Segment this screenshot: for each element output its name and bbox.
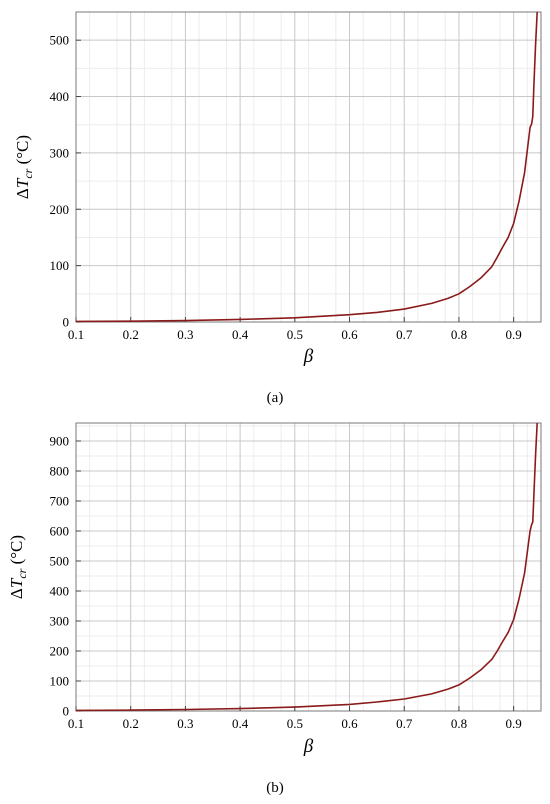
panel-b-minor-grid xyxy=(76,423,541,711)
y-tick-label: 500 xyxy=(50,554,70,569)
y-tick-label: 500 xyxy=(50,33,70,48)
y-label-symbol: T xyxy=(7,577,26,588)
panel-b-plot-frame xyxy=(75,422,542,712)
y-label-unit: (°C) xyxy=(7,535,26,569)
x-tick-label: 0.1 xyxy=(68,716,84,731)
x-tick-label: 0.2 xyxy=(123,716,139,731)
panel-a-minor-grid xyxy=(76,12,541,322)
panel-b-y-axis-label: ΔTcr (°C) xyxy=(7,535,29,599)
y-tick-label: 200 xyxy=(50,202,70,217)
panel-a-caption: (a) xyxy=(267,390,284,406)
x-tick-label: 0.6 xyxy=(341,327,358,342)
panel-b-series-line xyxy=(75,422,538,712)
y-label-delta: Δ xyxy=(13,188,32,199)
y-tick-label: 400 xyxy=(50,584,70,599)
y-tick-label: 100 xyxy=(50,674,70,689)
y-tick-label: 300 xyxy=(50,614,70,629)
y-label-unit: (°C) xyxy=(13,135,32,169)
panel-a-plot-frame xyxy=(75,11,542,323)
x-tick-label: 0.5 xyxy=(287,716,303,731)
x-tick-label: 0.7 xyxy=(396,716,413,731)
y-tick-label: 400 xyxy=(50,89,70,104)
x-tick-label: 0.4 xyxy=(232,327,249,342)
y-tick-label: 700 xyxy=(50,494,70,509)
panel-b-major-grid xyxy=(75,423,541,712)
chart-panel-a: 0.1 0.2 0.3 0.4 0.5 0.6 0.7 0.8 0.9 0 100 200 300 400… xyxy=(13,11,542,406)
x-tick-label: 0.9 xyxy=(506,327,522,342)
x-tick-label: 0.2 xyxy=(123,327,139,342)
x-tick-label: 0.8 xyxy=(451,327,467,342)
x-tick-label: 0.3 xyxy=(177,327,193,342)
panel-a-x-axis-label: β xyxy=(303,346,314,367)
chart-panel-b: 0.1 0.2 0.3 0.4 0.5 0.6 0.7 0.8 0.9 0 100 200 300 400… xyxy=(7,422,542,796)
panel-b-x-axis-label: β xyxy=(303,736,314,757)
x-tick-label: 0.7 xyxy=(396,327,413,342)
x-tick-label: 0.5 xyxy=(287,327,303,342)
x-tick-label: 0.3 xyxy=(177,716,193,731)
y-tick-label: 600 xyxy=(50,524,70,539)
panel-a-series-line xyxy=(75,11,538,323)
x-tick-label: 0.1 xyxy=(68,327,84,342)
y-tick-label: 300 xyxy=(50,145,70,160)
y-label-symbol: T xyxy=(13,177,32,188)
y-tick-label: 200 xyxy=(50,644,70,659)
y-label-subscript: cr xyxy=(15,568,29,578)
panel-b-caption: (b) xyxy=(266,780,284,796)
x-tick-label: 0.6 xyxy=(341,716,358,731)
y-tick-label: 100 xyxy=(50,258,70,273)
y-tick-label: 0 xyxy=(63,704,70,719)
y-label-delta: Δ xyxy=(7,588,26,599)
x-tick-label: 0.8 xyxy=(451,716,467,731)
x-tick-label: 0.4 xyxy=(232,716,249,731)
panel-a-y-axis-label: ΔTcr (°C) xyxy=(13,135,35,199)
y-tick-label: 800 xyxy=(50,464,70,479)
y-tick-label: 0 xyxy=(63,315,70,330)
x-tick-label: 0.9 xyxy=(506,716,522,731)
y-tick-label: 900 xyxy=(50,434,70,449)
y-label-subscript: cr xyxy=(21,168,35,178)
